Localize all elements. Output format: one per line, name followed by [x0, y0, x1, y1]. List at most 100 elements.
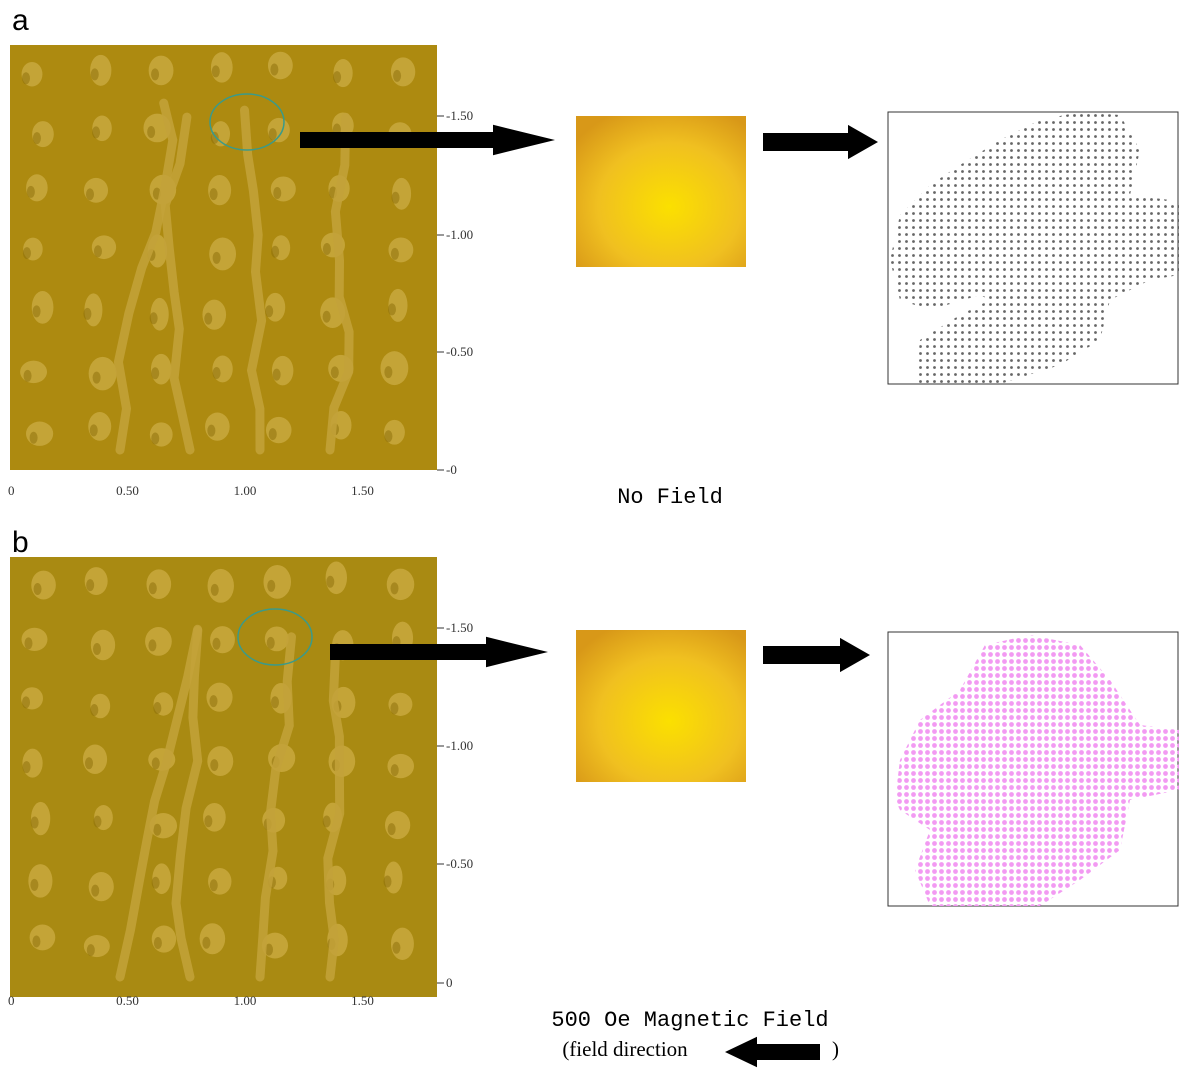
particle-shadow: [149, 582, 157, 594]
particle-shadow: [202, 937, 210, 949]
particle: [387, 569, 415, 600]
particle-shadow: [323, 243, 331, 255]
particle-shadow: [271, 246, 279, 258]
particle-shadow: [210, 879, 218, 891]
zoom-image: [576, 116, 746, 267]
particle-shadow: [326, 576, 334, 588]
particle-shadow: [151, 432, 159, 444]
particle-shadow: [147, 126, 155, 138]
particle-shadow: [273, 187, 281, 199]
particle-shadow: [150, 312, 158, 324]
particle-shadow: [267, 637, 275, 649]
particle-shadow: [27, 186, 35, 198]
particle-shadow: [24, 370, 32, 382]
x-tick-label: 1.00: [234, 993, 257, 1008]
x-tick-label: 1.00: [234, 483, 257, 498]
particle-shadow: [212, 65, 220, 77]
particle: [207, 746, 233, 776]
particle-shadow: [384, 876, 392, 888]
particle-shadow: [271, 696, 279, 708]
particle-shadow: [391, 582, 399, 594]
particle-shadow: [210, 188, 218, 200]
field-note: (field direction: [562, 1037, 688, 1061]
arrow: [763, 638, 870, 672]
particle-shadow: [212, 638, 220, 650]
particle-shadow: [154, 937, 162, 949]
particle-shadow: [90, 424, 98, 436]
particle: [89, 357, 117, 390]
particle-shadow: [393, 70, 401, 82]
particle-shadow: [391, 764, 399, 776]
particle-shadow: [331, 366, 339, 378]
particle-shadow: [151, 367, 159, 379]
particle-shadow: [85, 757, 93, 769]
particle-shadow: [151, 68, 159, 80]
particle-shadow: [94, 245, 102, 257]
panel-label: b: [12, 526, 29, 559]
particle-shadow: [384, 430, 392, 442]
particle-shadow: [86, 579, 94, 591]
particle: [21, 628, 47, 651]
y-tick-label: -1.50: [446, 620, 473, 635]
particle: [20, 361, 47, 383]
particle-shadow: [210, 759, 218, 771]
particle: [26, 422, 53, 446]
particle-shadow: [34, 583, 42, 595]
particle-shadow: [23, 247, 31, 259]
particle: [387, 754, 414, 778]
y-tick-label: -1.00: [446, 738, 473, 753]
particle: [263, 565, 291, 599]
particle-shadow: [269, 128, 277, 140]
particle-shadow: [153, 824, 161, 836]
particle-shadow: [22, 696, 30, 708]
particle: [209, 237, 236, 270]
arrow: [725, 1037, 820, 1067]
particle-shadow: [390, 702, 398, 714]
figure: a 0 0.50 1.00 1.50 -1.50 -1.00 -0.50 -0 No Field b…: [0, 0, 1179, 1068]
particle-shadow: [93, 372, 101, 384]
particle-shadow: [93, 643, 101, 655]
particle-shadow: [273, 369, 281, 381]
particle-shadow: [323, 311, 331, 323]
particle-shadow: [211, 132, 219, 144]
particle-shadow: [391, 248, 399, 260]
particle-shadow: [91, 68, 99, 80]
particle-shadow: [22, 72, 30, 84]
particle-shadow: [31, 817, 39, 829]
x-tick-label: 0.50: [116, 993, 139, 1008]
particle-shadow: [93, 816, 101, 828]
particle: [145, 627, 172, 656]
particle-shadow: [388, 303, 396, 315]
afm-image: [10, 557, 437, 997]
caption: No Field: [617, 485, 723, 510]
panel-label: a: [12, 4, 29, 37]
y-tick-label: -1.00: [446, 227, 473, 242]
particle-shadow: [270, 64, 278, 76]
caption: 500 Oe Magnetic Field: [551, 1008, 828, 1033]
particle-shadow: [92, 126, 100, 138]
y-tick-label: -0: [446, 462, 457, 477]
particle-shadow: [23, 761, 31, 773]
particle-shadow: [30, 879, 38, 891]
particle-shadow: [204, 815, 212, 827]
particle-shadow: [30, 432, 38, 444]
particle-shadow: [204, 313, 212, 325]
particle: [206, 683, 232, 712]
y-tick-label: -0.50: [446, 344, 473, 359]
particle-shadow: [152, 757, 160, 769]
particle-shadow: [152, 877, 160, 889]
x-tick-label: 1.50: [351, 993, 374, 1008]
particle-shadow: [86, 188, 94, 200]
particle-shadow: [265, 305, 273, 317]
particle-shadow: [153, 702, 161, 714]
x-tick-label: 0.50: [116, 483, 139, 498]
particle-shadow: [91, 885, 99, 897]
particle-shadow: [388, 823, 396, 835]
field-note: ): [832, 1037, 839, 1061]
y-tick-label: 0: [446, 975, 453, 990]
particle-shadow: [333, 71, 341, 83]
x-tick-label: 0: [8, 483, 15, 498]
particle: [30, 925, 56, 951]
arrow: [763, 125, 878, 159]
x-tick-label: 1.50: [351, 483, 374, 498]
